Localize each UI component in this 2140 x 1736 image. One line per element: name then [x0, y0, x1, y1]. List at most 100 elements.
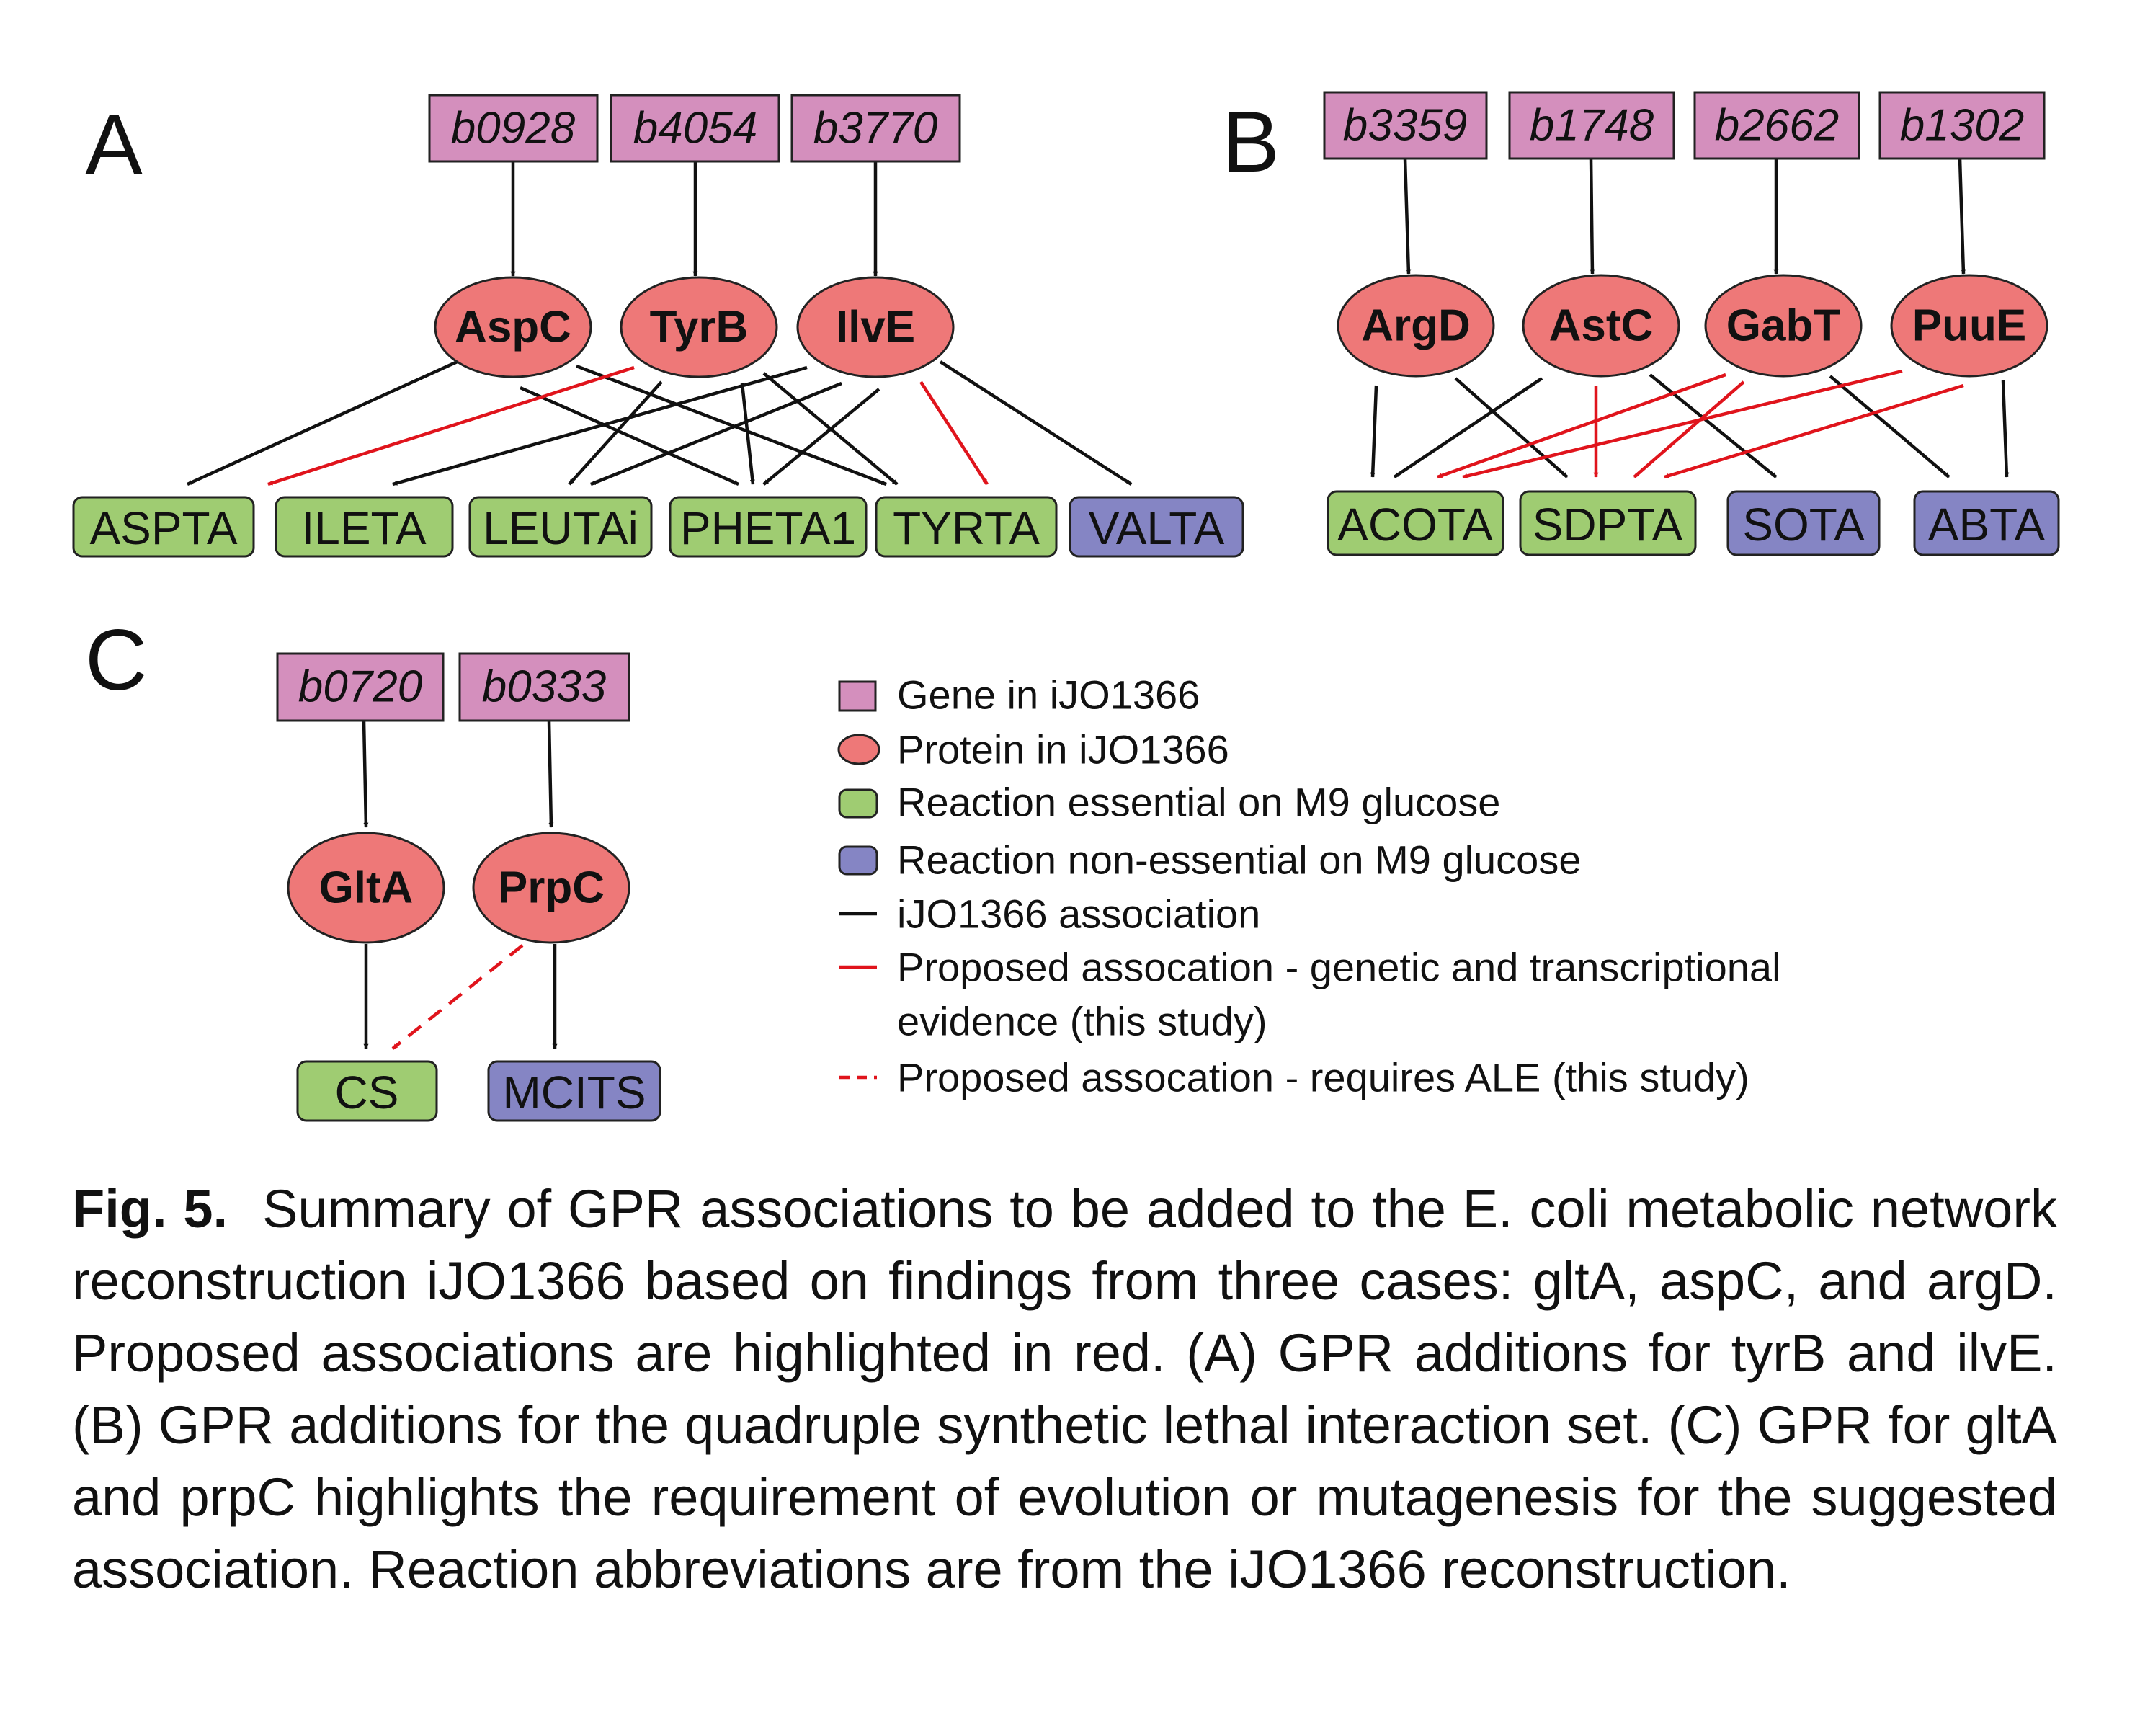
reaction-aspta: ASPTA — [72, 496, 255, 558]
edge-tyrb-aspta — [267, 365, 635, 486]
edge-ilve-leutai — [590, 381, 842, 486]
caption-label: Fig. 5. — [72, 1179, 228, 1239]
reaction-label: ASPTA — [89, 502, 237, 554]
gene-label: b0333 — [482, 662, 606, 712]
panel-c: C b0720 b0333 GltA PrpC CS — [85, 612, 661, 1122]
protein-tyrb: TyrB — [620, 276, 778, 378]
reaction-label: TYRTA — [893, 502, 1040, 554]
edge-aspc-pheta1 — [520, 386, 739, 486]
gene-label: b4054 — [633, 104, 757, 153]
protein-label: IlvE — [836, 303, 915, 352]
protein-ilve: IlvE — [796, 276, 955, 378]
panel-a-protein-reaction-edges — [187, 355, 1133, 486]
legend-ale-label: Proposed assocation - requires ALE (this… — [897, 1055, 1749, 1100]
legend-nonessential: Reaction non-essential on M9 glucose — [838, 837, 1581, 883]
legend-nonessential-label: Reaction non-essential on M9 glucose — [897, 837, 1581, 883]
protein-prpc: PrpC — [472, 832, 630, 944]
gene-b3359: b3359 — [1323, 91, 1488, 160]
reaction-label: VALTA — [1089, 502, 1225, 554]
edge-tyrb-pheta1 — [740, 383, 755, 485]
edge-b0720-glta — [362, 720, 369, 828]
gene-b0928: b0928 — [428, 94, 599, 163]
edge-aspc-aspta — [187, 355, 469, 486]
reaction-label: CS — [335, 1067, 399, 1118]
legend-nonessential-swatch — [838, 845, 878, 876]
protein-puue: PuuE — [1890, 274, 2048, 378]
gene-label: b3359 — [1343, 101, 1467, 151]
reaction-label: PHETA1 — [680, 502, 856, 554]
panel-b-protein-reaction-edges — [1370, 369, 2010, 479]
panel-b: B b3359 b1748 — [1222, 91, 2060, 556]
legend-proposed-label-2: evidence (this study) — [897, 999, 1267, 1044]
panel-a-gene-protein-edges — [510, 161, 878, 277]
reaction-mcits: MCITS — [487, 1060, 661, 1122]
edge-ilve-ileta — [392, 365, 808, 486]
reaction-cs: CS — [296, 1060, 438, 1122]
edge-b0333-prpc — [547, 720, 554, 828]
panel-c-gene-protein-edges — [362, 720, 554, 828]
gene-label: b1302 — [1900, 101, 2024, 151]
panel-a-letter: A — [85, 97, 143, 193]
reaction-label: ABTA — [1928, 499, 2046, 551]
reaction-sdpta: SDPTA — [1519, 490, 1697, 556]
edge-prpc-cs — [391, 944, 524, 1050]
reaction-acota: ACOTA — [1327, 490, 1504, 556]
edge-argd-acota — [1370, 385, 1378, 478]
gene-b1748: b1748 — [1508, 91, 1675, 160]
gene-label: b0720 — [298, 662, 422, 712]
gene-b1302: b1302 — [1878, 91, 2046, 160]
protein-label: PrpC — [498, 863, 605, 913]
legend-proposed: Proposed assocation - genetic and transc… — [839, 945, 1781, 1044]
panel-c-letter: C — [85, 612, 148, 708]
protein-argd: ArgD — [1337, 274, 1495, 378]
protein-aspc: AspC — [434, 276, 592, 378]
legend-protein-swatch — [837, 734, 880, 765]
edge-ilve-pheta1 — [762, 388, 880, 486]
gene-label: b2662 — [1715, 101, 1839, 151]
gene-b0720: b0720 — [276, 652, 445, 722]
reaction-pheta1: PHETA1 — [669, 496, 868, 558]
gene-b4054: b4054 — [610, 94, 780, 163]
legend-essential-label: Reaction essential on M9 glucose — [897, 780, 1500, 825]
legend-essential: Reaction essential on M9 glucose — [838, 780, 1500, 825]
reaction-valta: VALTA — [1069, 496, 1244, 558]
figure-caption: Fig. 5. Summary of GPR associations to be… — [72, 1173, 2057, 1606]
reaction-abta: ABTA — [1913, 490, 2060, 556]
edge-puue-abta — [2001, 380, 2010, 478]
reaction-label: LEUTAi — [483, 502, 638, 554]
edge-ilve-valta — [939, 360, 1133, 486]
legend-protein: Protein in iJO1366 — [837, 727, 1229, 773]
legend-gene-label: Gene in iJO1366 — [897, 672, 1200, 718]
legend-association: iJO1366 association — [839, 891, 1260, 937]
legend-association-label: iJO1366 association — [897, 891, 1260, 937]
edge-astc-acota — [1393, 377, 1543, 478]
protein-glta: GltA — [287, 832, 445, 944]
reaction-leutai: LEUTAi — [468, 496, 653, 558]
edge-puue-acota — [1462, 369, 1903, 479]
legend-gene: Gene in iJO1366 — [838, 672, 1200, 718]
protein-label: GltA — [319, 863, 414, 913]
gene-label: b3770 — [813, 104, 937, 153]
reaction-ileta: ILETA — [275, 496, 454, 558]
edge-argd-sdpta — [1454, 377, 1569, 478]
edge-gabt-sdpta — [1633, 380, 1745, 478]
legend-gene-swatch — [838, 680, 877, 712]
panel-b-gene-protein-edges — [1403, 158, 1966, 275]
gene-label: b1748 — [1530, 101, 1654, 151]
protein-label: ArgD — [1361, 301, 1471, 351]
edge-ilve-tyrta — [919, 380, 989, 486]
protein-gabt: GabT — [1704, 274, 1863, 378]
reaction-label: MCITS — [502, 1067, 646, 1118]
panel-b-letter: B — [1222, 94, 1280, 190]
edge-tyrb-leutai — [568, 380, 663, 486]
reaction-sota: SOTA — [1726, 490, 1881, 556]
gpr-diagram: A b0928 b4054 — [72, 91, 2060, 1122]
protein-label: PuuE — [1912, 301, 2026, 351]
panel-c-protein-reaction-edges — [363, 944, 558, 1050]
legend: Gene in iJO1366 Protein in iJO1366 React… — [837, 672, 1781, 1100]
gene-b0333: b0333 — [458, 652, 630, 722]
reaction-label: ILETA — [301, 502, 426, 554]
reaction-tyrta: TYRTA — [875, 496, 1058, 558]
reaction-label: SOTA — [1742, 499, 1865, 551]
legend-proposed-label-1: Proposed assocation - genetic and transc… — [897, 945, 1781, 990]
